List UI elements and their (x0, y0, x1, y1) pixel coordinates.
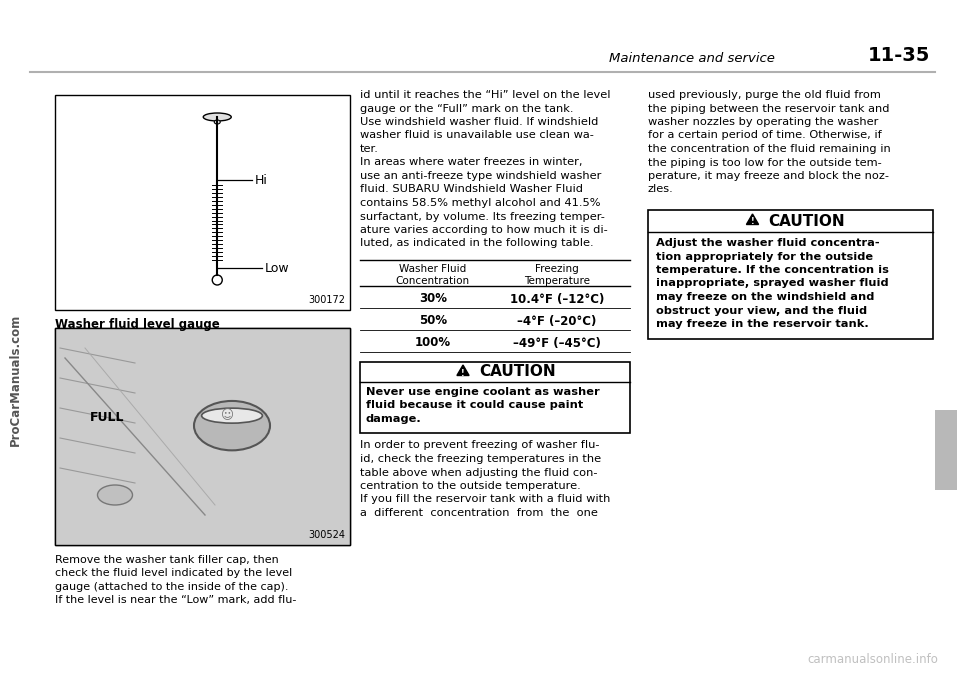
Bar (648, 210, 933, 338)
Text: the piping between the reservoir tank and: the piping between the reservoir tank an… (648, 104, 890, 113)
Text: a  different  concentration  from  the  one: a different concentration from the one (360, 508, 598, 518)
Ellipse shape (204, 113, 231, 121)
Text: ature varies according to how much it is di-: ature varies according to how much it is… (360, 225, 608, 235)
Text: Hi: Hi (255, 174, 268, 186)
Text: washer fluid is unavailable use clean wa-: washer fluid is unavailable use clean wa… (360, 130, 594, 140)
Text: Washer fluid level gauge: Washer fluid level gauge (55, 318, 220, 331)
Text: In order to prevent freezing of washer flu-: In order to prevent freezing of washer f… (360, 441, 599, 450)
Text: –49°F (–45°C): –49°F (–45°C) (514, 336, 601, 349)
Text: zles.: zles. (648, 184, 674, 195)
Bar (360, 362, 630, 433)
Text: Adjust the washer fluid concentra-: Adjust the washer fluid concentra- (656, 238, 879, 248)
Text: used previously, purge the old fluid from: used previously, purge the old fluid fro… (648, 90, 881, 100)
Text: obstruct your view, and the fluid: obstruct your view, and the fluid (656, 306, 867, 315)
Text: for a certain period of time. Otherwise, if: for a certain period of time. Otherwise,… (648, 130, 881, 140)
Text: gauge (attached to the inside of the cap).: gauge (attached to the inside of the cap… (55, 582, 289, 592)
Bar (55, 328, 350, 545)
Text: –4°F (–20°C): –4°F (–20°C) (517, 315, 597, 327)
Polygon shape (457, 365, 469, 376)
Text: may freeze on the windshield and: may freeze on the windshield and (656, 292, 875, 302)
Text: 10.4°F (–12°C): 10.4°F (–12°C) (510, 292, 604, 306)
Text: gauge or the “Full” mark on the tank.: gauge or the “Full” mark on the tank. (360, 104, 573, 113)
Text: use an anti-freeze type windshield washer: use an anti-freeze type windshield washe… (360, 171, 601, 181)
Bar (55, 328, 350, 545)
Text: perature, it may freeze and block the noz-: perature, it may freeze and block the no… (648, 171, 889, 181)
Text: temperature. If the concentration is: temperature. If the concentration is (656, 265, 889, 275)
Text: tion appropriately for the outside: tion appropriately for the outside (656, 252, 874, 262)
Text: If the level is near the “Low” mark, add flu-: If the level is near the “Low” mark, add… (55, 595, 297, 605)
Text: fluid. SUBARU Windshield Washer Fluid: fluid. SUBARU Windshield Washer Fluid (360, 184, 583, 195)
Text: luted, as indicated in the following table.: luted, as indicated in the following tab… (360, 239, 593, 249)
Text: contains 58.5% methyl alcohol and 41.5%: contains 58.5% methyl alcohol and 41.5% (360, 198, 601, 208)
Bar (935, 410, 957, 490)
Text: CAUTION: CAUTION (769, 214, 845, 228)
Text: id, check the freezing temperatures in the: id, check the freezing temperatures in t… (360, 454, 601, 464)
Text: FULL: FULL (90, 411, 125, 424)
Text: surfactant, by volume. Its freezing temper-: surfactant, by volume. Its freezing temp… (360, 212, 605, 222)
Text: the concentration of the fluid remaining in: the concentration of the fluid remaining… (648, 144, 891, 154)
Text: ProCarManuals.com: ProCarManuals.com (9, 314, 21, 446)
Text: carmanualsonline.info: carmanualsonline.info (807, 653, 938, 666)
Text: 100%: 100% (415, 336, 451, 349)
Text: CAUTION: CAUTION (479, 365, 556, 380)
Text: 50%: 50% (419, 315, 447, 327)
Text: Remove the washer tank filler cap, then: Remove the washer tank filler cap, then (55, 555, 278, 565)
Ellipse shape (214, 120, 220, 124)
Text: the piping is too low for the outside tem-: the piping is too low for the outside te… (648, 157, 881, 167)
Bar (55, 95, 350, 310)
Text: id until it reaches the “Hi” level on the level: id until it reaches the “Hi” level on th… (360, 90, 611, 100)
Text: If you fill the reservoir tank with a fluid with: If you fill the reservoir tank with a fl… (360, 494, 611, 504)
Text: table above when adjusting the fluid con-: table above when adjusting the fluid con… (360, 468, 597, 477)
Text: damage.: damage. (366, 414, 421, 424)
Text: check the fluid level indicated by the level: check the fluid level indicated by the l… (55, 568, 292, 578)
Polygon shape (747, 214, 758, 224)
Text: 11-35: 11-35 (868, 46, 930, 65)
Text: Maintenance and service: Maintenance and service (610, 52, 775, 65)
Text: washer nozzles by operating the washer: washer nozzles by operating the washer (648, 117, 878, 127)
Text: ☺: ☺ (221, 409, 233, 422)
Text: !: ! (751, 218, 755, 226)
Ellipse shape (98, 485, 132, 505)
Text: !: ! (461, 369, 465, 378)
Text: 300524: 300524 (308, 530, 345, 540)
Text: centration to the outside temperature.: centration to the outside temperature. (360, 481, 581, 491)
Bar (55, 328, 350, 545)
Text: In areas where water freezes in winter,: In areas where water freezes in winter, (360, 157, 583, 167)
Text: Freezing
Temperature: Freezing Temperature (524, 264, 590, 285)
Text: Washer Fluid
Concentration: Washer Fluid Concentration (396, 264, 470, 285)
Ellipse shape (202, 408, 262, 423)
Text: Low: Low (265, 262, 290, 275)
Text: 300172: 300172 (308, 295, 345, 305)
Text: may freeze in the reservoir tank.: may freeze in the reservoir tank. (656, 319, 869, 329)
Text: Never use engine coolant as washer: Never use engine coolant as washer (366, 387, 600, 397)
Circle shape (212, 275, 223, 285)
Ellipse shape (194, 401, 270, 450)
Text: Use windshield washer fluid. If windshield: Use windshield washer fluid. If windshie… (360, 117, 598, 127)
Text: ter.: ter. (360, 144, 379, 154)
Text: 30%: 30% (419, 292, 447, 306)
Text: inappropriate, sprayed washer fluid: inappropriate, sprayed washer fluid (656, 279, 889, 289)
Text: fluid because it could cause paint: fluid because it could cause paint (366, 401, 584, 410)
